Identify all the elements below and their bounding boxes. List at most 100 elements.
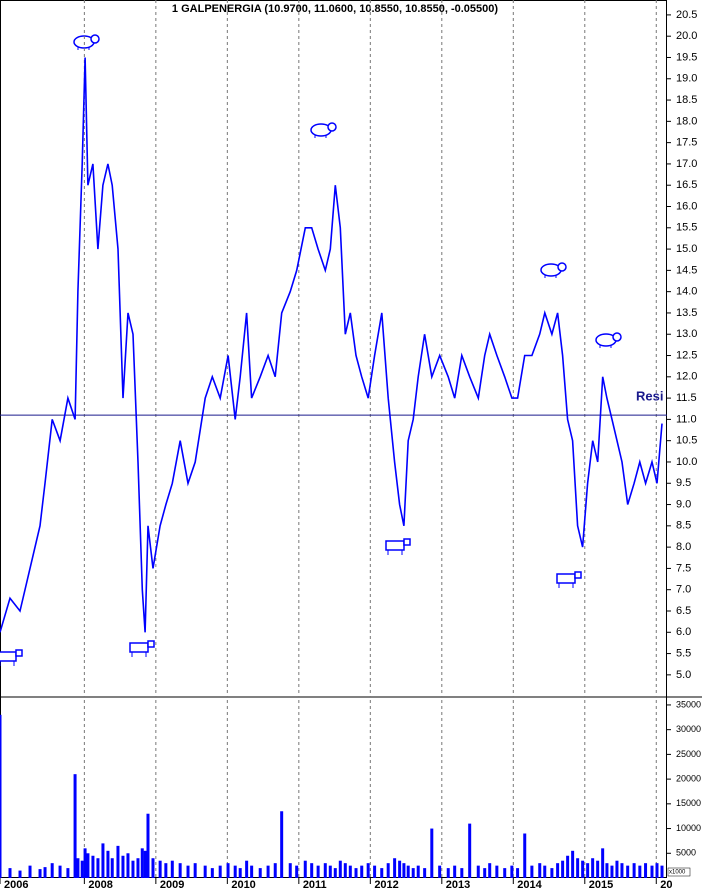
- volume-bar: [295, 865, 299, 878]
- volume-bar: [393, 858, 397, 878]
- volume-bar: [91, 855, 95, 878]
- y-tick-label: 10.5: [676, 435, 697, 447]
- y-tick-label: 12.5: [676, 349, 697, 361]
- y-tick-label: 6.5: [676, 605, 691, 617]
- volume-bar: [488, 863, 492, 878]
- y-tick-label: 15.0: [676, 243, 697, 255]
- volume-bar: [632, 863, 636, 878]
- volume-bar: [258, 868, 262, 878]
- volume-bar: [610, 865, 614, 878]
- volume-bar: [338, 860, 342, 878]
- volume-bar: [158, 860, 162, 878]
- volume-bar: [86, 853, 90, 878]
- y-tick-label: 25000: [676, 749, 701, 759]
- volume-bar: [601, 848, 605, 878]
- y-tick-label: 5.5: [676, 647, 691, 659]
- volume-bar: [186, 865, 190, 878]
- volume-bar: [136, 858, 140, 878]
- volume-bar: [510, 865, 514, 878]
- y-tick-label: 7.5: [676, 562, 691, 574]
- volume-bar: [328, 865, 332, 878]
- volume-bar: [101, 843, 105, 878]
- volume-bar: [266, 865, 270, 878]
- bull-icon: [0, 649, 23, 667]
- volume-bar: [316, 865, 320, 878]
- y-tick-label: 18.0: [676, 115, 697, 127]
- y-tick-label: 30000: [676, 724, 701, 734]
- volume-bar: [96, 858, 100, 878]
- volume-bar: [76, 858, 80, 878]
- volume-bar: [343, 863, 347, 878]
- bull-icon: [556, 571, 582, 589]
- bear-icon: [73, 34, 100, 51]
- volume-bar: [233, 865, 237, 878]
- x-tick-label: 2013: [446, 879, 470, 891]
- volume-bar: [288, 863, 292, 878]
- volume-bar: [398, 860, 402, 878]
- volume-bar: [543, 865, 547, 878]
- volume-bar: [354, 868, 358, 878]
- volume-bar: [446, 868, 450, 878]
- volume-bar: [571, 850, 575, 878]
- bull-icon: [129, 640, 155, 658]
- y-tick-label: 5.0: [676, 669, 691, 681]
- x-tick-label: 2014: [517, 879, 542, 891]
- y-tick-label: 10.0: [676, 456, 697, 468]
- volume-bar: [348, 865, 352, 878]
- volume-bar: [106, 850, 110, 878]
- x-tick-label: 2015: [589, 879, 613, 891]
- volume-bar: [380, 868, 384, 878]
- volume-bar: [333, 868, 337, 878]
- volume-bar: [116, 845, 120, 878]
- volume-bar: [8, 868, 12, 878]
- volume-bar: [131, 860, 135, 878]
- volume-bar: [476, 865, 480, 878]
- volume-bar: [18, 870, 22, 878]
- y-tick-label: 5000: [676, 848, 696, 858]
- volume-bar: [596, 860, 600, 878]
- bull-icon: [385, 538, 411, 556]
- y-tick-label: 18.5: [676, 94, 697, 106]
- y-tick-label: 14.0: [676, 286, 697, 298]
- volume-bar: [556, 863, 560, 878]
- volume-bar: [80, 860, 84, 878]
- volume-bar: [164, 863, 168, 878]
- volume-bar: [438, 865, 442, 878]
- x-tick-label: 2012: [374, 879, 398, 891]
- y-tick-label: 19.5: [676, 51, 697, 63]
- y-tick-label: 7.0: [676, 584, 691, 596]
- volume-bar: [495, 865, 499, 878]
- volume-bar: [43, 867, 47, 878]
- volume-bar: [250, 865, 254, 878]
- x-tick-label: 2008: [88, 879, 112, 891]
- volume-bar: [423, 868, 427, 878]
- volume-bar: [550, 868, 554, 878]
- y-tick-label: 35000: [676, 699, 701, 709]
- volume-bar: [366, 863, 370, 878]
- volume-bar: [644, 863, 648, 878]
- y-tick-label: 15.5: [676, 222, 697, 234]
- bear-icon: [595, 332, 622, 349]
- volume-bar: [430, 828, 434, 878]
- y-tick-label: 20.0: [676, 30, 697, 42]
- volume-bar: [576, 858, 580, 878]
- price-line: [0, 57, 663, 633]
- volume-bar: [73, 774, 77, 878]
- volume-bar: [503, 868, 507, 878]
- volume-bar: [178, 863, 182, 878]
- volume-bar: [323, 863, 327, 878]
- volume-bar: [586, 863, 590, 878]
- volume-bar: [203, 865, 207, 878]
- y-tick-label: 8.5: [676, 520, 691, 532]
- volume-bar: [58, 865, 62, 878]
- volume-bar: [660, 865, 664, 878]
- volume-bar: [303, 860, 307, 878]
- y-tick-label: 13.0: [676, 328, 697, 340]
- volume-bar: [373, 865, 377, 878]
- volume-bar: [83, 848, 87, 878]
- volume-bar: [402, 863, 406, 878]
- x-tick-label: 20: [660, 879, 672, 891]
- volume-bar: [140, 848, 144, 878]
- volume-bar: [483, 868, 487, 878]
